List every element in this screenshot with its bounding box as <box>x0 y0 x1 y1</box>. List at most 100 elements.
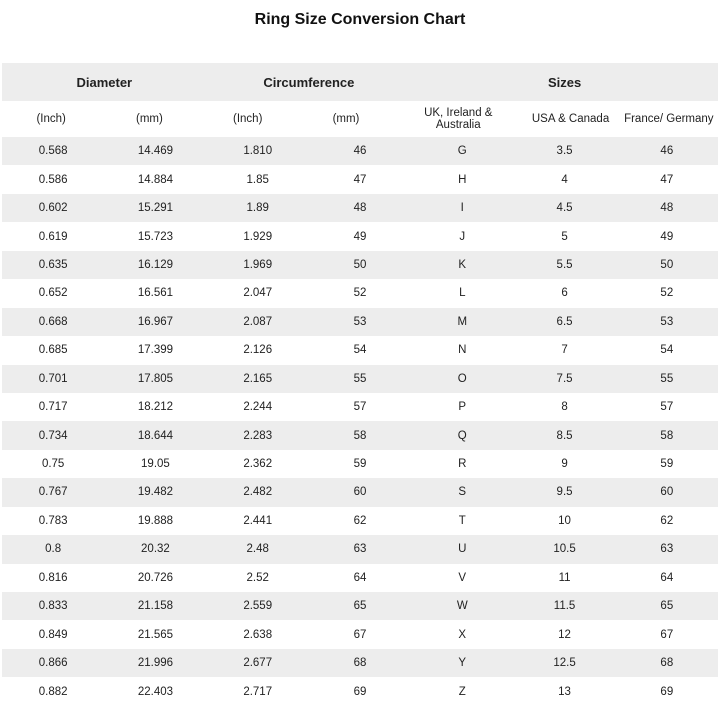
table-cell: 48 <box>353 202 367 215</box>
table-cell: 2.482 <box>243 486 273 499</box>
table-cell: 52 <box>353 287 367 300</box>
column-header: France/ Germany <box>624 113 714 125</box>
table-cell: 64 <box>353 571 367 584</box>
table-cell: 50 <box>353 258 367 271</box>
table-cell: 48 <box>660 202 674 215</box>
table-cell: 16.129 <box>137 258 174 271</box>
table-cell: 9 <box>561 458 568 471</box>
table-cell: W <box>456 600 468 613</box>
table-cell: 21.158 <box>137 600 174 613</box>
table-cell: 0.701 <box>38 372 68 385</box>
table-cell: N <box>458 344 467 357</box>
table-cell: 3.5 <box>556 145 573 158</box>
table-cell: 55 <box>660 372 674 385</box>
table-cell: 59 <box>660 458 674 471</box>
group-header-circumference: Circumference <box>263 74 355 90</box>
table-cell: 10 <box>558 514 571 527</box>
table-cell: 2.126 <box>243 344 273 357</box>
table-cell: 10.5 <box>553 543 576 556</box>
table-cell: 60 <box>353 486 367 499</box>
table-cell: H <box>458 173 467 186</box>
table-cell: 0.619 <box>38 230 68 243</box>
table-cell: 2.165 <box>243 372 273 385</box>
table-cell: 49 <box>353 230 367 243</box>
table-cell: 19.482 <box>137 486 174 499</box>
table-cell: L <box>459 287 466 300</box>
table-cell: 17.399 <box>137 344 174 357</box>
table-cell: 52 <box>660 287 674 300</box>
table-row: 0.668 16.967 2.087 53 M 6.5 53 <box>2 307 718 337</box>
table-cell: 2.717 <box>243 685 273 698</box>
table-row: 0.866 21.996 2.677 68 Y 12.5 68 <box>2 648 718 678</box>
table-body: 0.568 14.469 1.810 46 G 3.5 46 0.586 14.884 1.85 4… <box>2 137 718 706</box>
table-cell: 1.969 <box>243 258 273 271</box>
table-cell: 18.212 <box>137 401 174 414</box>
table-cell: 9.5 <box>556 486 573 499</box>
column-header: (Inch) <box>233 113 263 125</box>
table-cell: 2.283 <box>243 429 273 442</box>
table-cell: 62 <box>353 514 367 527</box>
table-cell: S <box>458 486 467 499</box>
table-cell: 14.884 <box>137 173 174 186</box>
table-cell: 65 <box>353 600 367 613</box>
column-header: UK, Ireland & Australia <box>424 107 493 131</box>
table-cell: 2.441 <box>243 514 273 527</box>
table-cell: 12 <box>558 628 571 641</box>
table-cell: 53 <box>660 315 674 328</box>
table-cell: 8 <box>561 401 568 414</box>
table-cell: 21.996 <box>137 657 174 670</box>
table-cell: 0.652 <box>38 287 68 300</box>
table-cell: 63 <box>353 543 367 556</box>
table-cell: 1.929 <box>243 230 273 243</box>
table-cell: 53 <box>353 315 367 328</box>
table-row: 0.75 19.05 2.362 59 R 9 59 <box>2 450 718 478</box>
table-cell: 16.967 <box>137 315 174 328</box>
table-cell: 2.362 <box>243 458 273 471</box>
table-cell: 17.805 <box>137 372 174 385</box>
table-cell: 47 <box>353 173 367 186</box>
table-cell: 15.291 <box>137 202 174 215</box>
table-cell: 58 <box>660 429 674 442</box>
table-cell: J <box>459 230 466 243</box>
table-cell: 0.685 <box>38 344 68 357</box>
table-cell: 50 <box>660 258 674 271</box>
table-cell: 1.810 <box>243 145 273 158</box>
column-header: (mm) <box>332 113 360 125</box>
table-cell: 2.244 <box>243 401 273 414</box>
table-cell: 4 <box>561 173 568 186</box>
table-row: 0.652 16.561 2.047 52 L 6 52 <box>2 279 718 307</box>
table-row: 0.833 21.158 2.559 65 W 11.5 65 <box>2 592 718 621</box>
table-cell: 19.05 <box>141 458 170 471</box>
table-cell: 2.559 <box>243 600 273 613</box>
table-cell: 2.047 <box>243 287 273 300</box>
table-row: 0.8 20.32 2.48 63 U 10.5 63 <box>2 535 718 564</box>
table-cell: 0.635 <box>38 258 68 271</box>
table-cell: 0.734 <box>38 429 68 442</box>
table-row: 0.568 14.469 1.810 46 G 3.5 46 <box>2 137 718 166</box>
table-cell: 22.403 <box>137 685 174 698</box>
table-cell: 68 <box>660 657 674 670</box>
table-cell: X <box>458 628 467 641</box>
table-row: 0.602 15.291 1.89 48 I 4.5 48 <box>2 193 718 223</box>
table-cell: 1.85 <box>246 173 269 186</box>
table-cell: 62 <box>660 514 674 527</box>
table-cell: 54 <box>353 344 367 357</box>
table-cell: 0.866 <box>38 657 68 670</box>
table-row: 0.701 17.805 2.165 55 O 7.5 55 <box>2 364 718 393</box>
table-cell: 20.726 <box>137 571 174 584</box>
table-cell: 7.5 <box>556 372 573 385</box>
table-cell: 46 <box>660 145 674 158</box>
table-row: 0.635 16.129 1.969 50 K 5.5 50 <box>2 250 718 280</box>
table-cell: 0.849 <box>38 628 68 641</box>
table-cell: 49 <box>660 230 674 243</box>
table-cell: 0.8 <box>45 543 62 556</box>
table-row: 0.767 19.482 2.482 60 S 9.5 60 <box>2 478 718 507</box>
table-cell: 55 <box>353 372 367 385</box>
table-cell: 67 <box>353 628 367 641</box>
table-cell: 67 <box>660 628 674 641</box>
table-cell: 2.087 <box>243 315 273 328</box>
table-cell: T <box>458 514 466 527</box>
table-cell: 12.5 <box>553 657 576 670</box>
table-cell: 0.816 <box>38 571 68 584</box>
table-cell: 18.644 <box>137 429 174 442</box>
